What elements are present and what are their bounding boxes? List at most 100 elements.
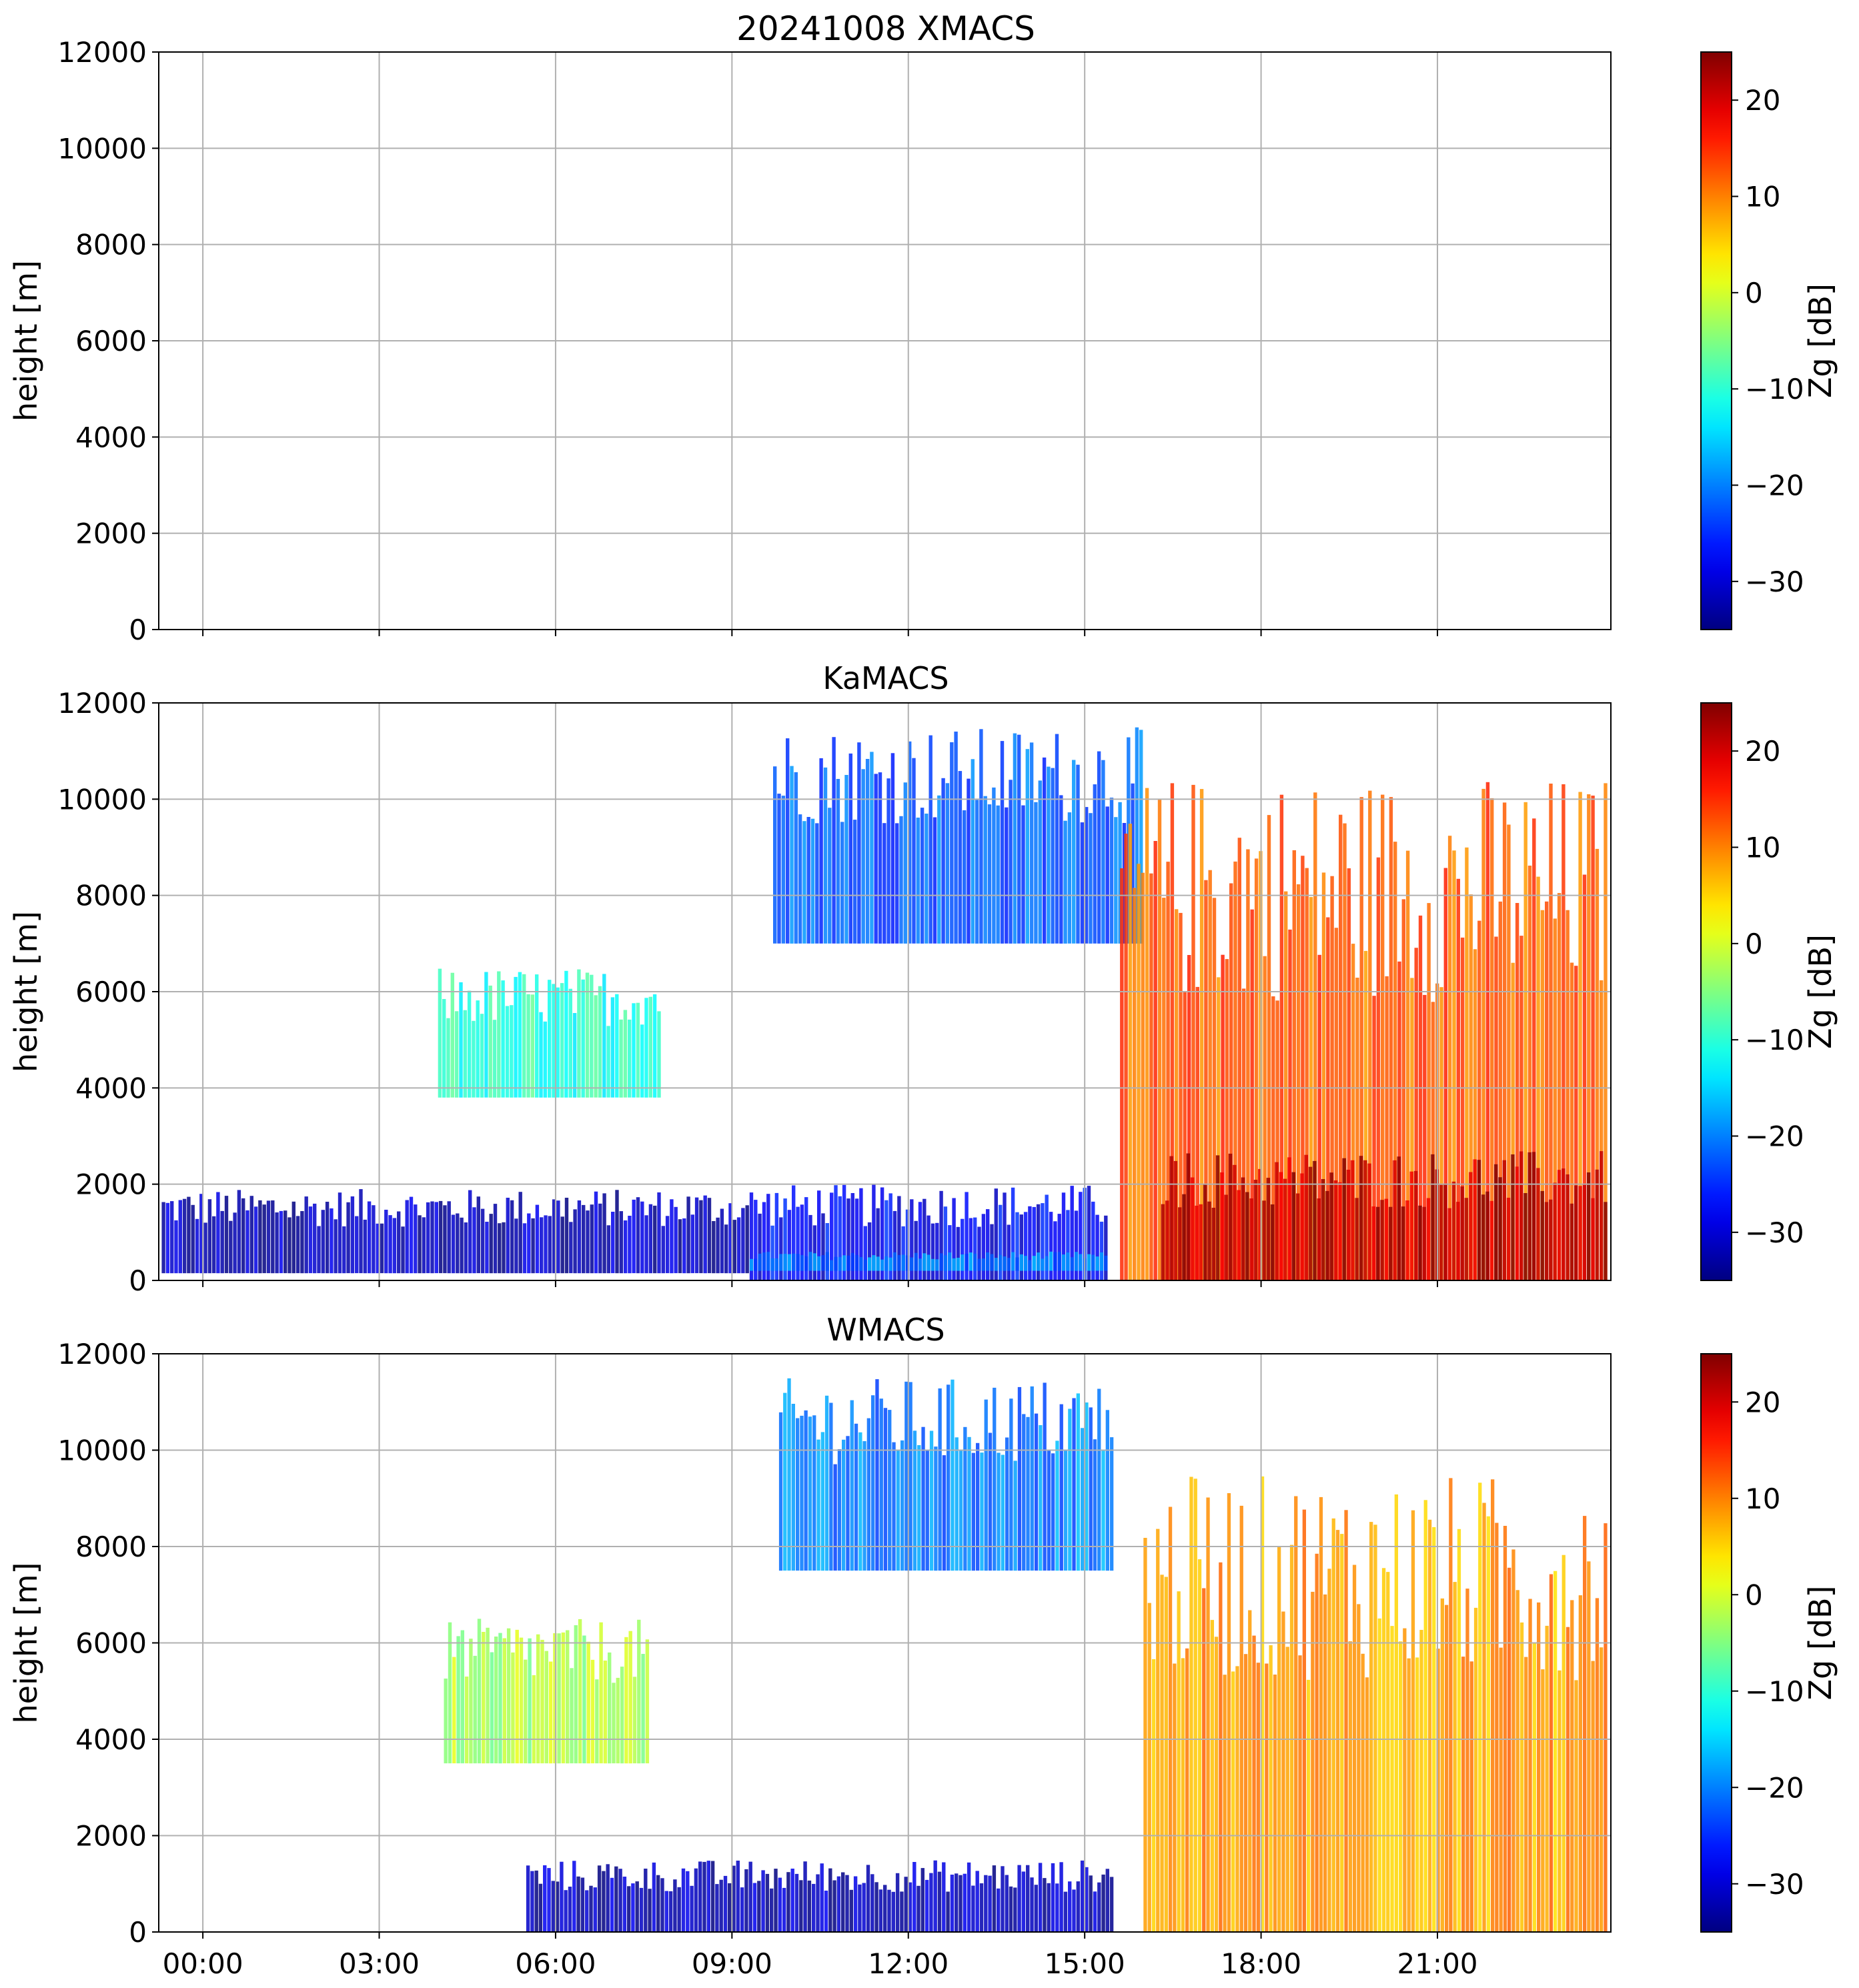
echo-column: [1465, 1589, 1469, 1932]
echo-column: [182, 1198, 187, 1274]
y-tick-label: 10000: [57, 1434, 147, 1467]
echo-column: [879, 1398, 883, 1571]
echo-column: [1443, 1183, 1447, 1280]
echo-column: [1426, 1198, 1431, 1280]
echo-column: [1009, 1398, 1013, 1571]
echo-column: [910, 1199, 914, 1280]
echo-column: [694, 1868, 698, 1932]
echo-column: [1372, 996, 1376, 1280]
echo-column: [501, 980, 505, 1098]
echo-column: [1296, 884, 1301, 1280]
echo-column: [614, 1866, 618, 1932]
echo-column: [454, 1011, 459, 1098]
echo-column: [832, 737, 836, 944]
echo-column: [1537, 1602, 1541, 1932]
echo-column: [598, 986, 602, 1098]
echo-column: [486, 1627, 490, 1764]
echo-column: [603, 1661, 608, 1764]
colorbar-tick-label: −20: [1745, 1771, 1804, 1804]
echo-column: [890, 753, 895, 944]
echo-column: [681, 1868, 686, 1932]
echo-column: [1252, 1635, 1256, 1932]
echo-column: [948, 1252, 952, 1271]
echo-column: [1066, 1210, 1070, 1280]
echo-column: [942, 1862, 946, 1932]
echo-column: [791, 1404, 795, 1571]
echo-column: [1411, 1510, 1415, 1932]
echo-column: [1271, 996, 1275, 1280]
echo-column: [598, 1203, 602, 1274]
echo-column: [1059, 1862, 1063, 1932]
echo-column: [1419, 1630, 1423, 1932]
echo-column: [1009, 1886, 1013, 1932]
echo-column: [632, 1199, 636, 1274]
echo-column: [490, 1652, 494, 1764]
echo-column: [1507, 1567, 1511, 1932]
echo-column: [444, 1679, 448, 1764]
echo-column: [1532, 818, 1536, 1280]
echo-column: [1498, 1177, 1502, 1280]
echo-column: [636, 1002, 640, 1098]
echo-column: [1377, 1618, 1381, 1932]
echo-column: [1549, 1199, 1553, 1280]
echo-column: [810, 818, 815, 944]
y-tick-label: 0: [129, 1916, 147, 1949]
echo-column: [1365, 1677, 1369, 1932]
echo-column: [1486, 1516, 1490, 1932]
echo-column: [606, 1864, 610, 1932]
echo-column: [1003, 1256, 1007, 1271]
echo-column: [842, 1439, 846, 1571]
echo-column: [582, 1635, 586, 1764]
echo-column: [472, 1207, 476, 1274]
echo-column: [1245, 1192, 1249, 1280]
echo-column: [1329, 1172, 1333, 1280]
echo-column: [794, 772, 798, 944]
echo-column: [825, 1223, 829, 1280]
echo-column: [802, 821, 806, 944]
echo-column: [808, 1214, 812, 1280]
echo-feature: [1161, 1151, 1608, 1280]
echo-column: [871, 1395, 875, 1571]
echo-column: [892, 1252, 897, 1271]
echo-column: [229, 1220, 233, 1274]
echo-column: [812, 1253, 817, 1271]
echo-column: [1570, 1203, 1574, 1280]
echo-column: [1562, 1555, 1566, 1932]
echo-column: [961, 1218, 965, 1280]
echo-column: [834, 1185, 838, 1280]
echo-column: [1043, 1382, 1047, 1571]
echo-column: [1076, 1881, 1080, 1932]
echo-column: [1519, 936, 1523, 1280]
echo-column: [564, 970, 568, 1098]
echo-column: [1279, 1172, 1283, 1280]
echo-column: [1562, 784, 1566, 1280]
echo-column: [1080, 1860, 1085, 1932]
echo-column: [1541, 1669, 1545, 1932]
echo-column: [524, 1659, 528, 1764]
echo-column: [606, 1225, 611, 1274]
x-tick-label: 06:00: [515, 1947, 596, 1980]
x-tick-label: 15:00: [1045, 1947, 1125, 1980]
echo-column: [1023, 1212, 1028, 1280]
echo-column: [350, 1196, 355, 1274]
echo-column: [1431, 1154, 1435, 1280]
echo-column: [812, 1225, 817, 1280]
echo-column: [754, 1200, 758, 1280]
echo-column: [1422, 1206, 1426, 1280]
echo-column: [1570, 962, 1574, 1280]
echo-column: [787, 1378, 791, 1571]
echo-column: [502, 1638, 506, 1764]
echo-column: [1173, 1160, 1178, 1280]
echo-column: [203, 1222, 207, 1274]
echo-column: [450, 972, 454, 1098]
echo-column: [1179, 912, 1183, 1280]
echo-column: [266, 1200, 271, 1274]
echo-column: [1005, 1875, 1009, 1932]
echo-column: [754, 1258, 758, 1271]
echo-column: [548, 1661, 553, 1764]
echo-column: [442, 999, 446, 1098]
echo-column: [872, 1255, 876, 1271]
echo-column: [484, 972, 488, 1098]
echo-column: [615, 994, 619, 1098]
echo-column: [1357, 1604, 1361, 1932]
